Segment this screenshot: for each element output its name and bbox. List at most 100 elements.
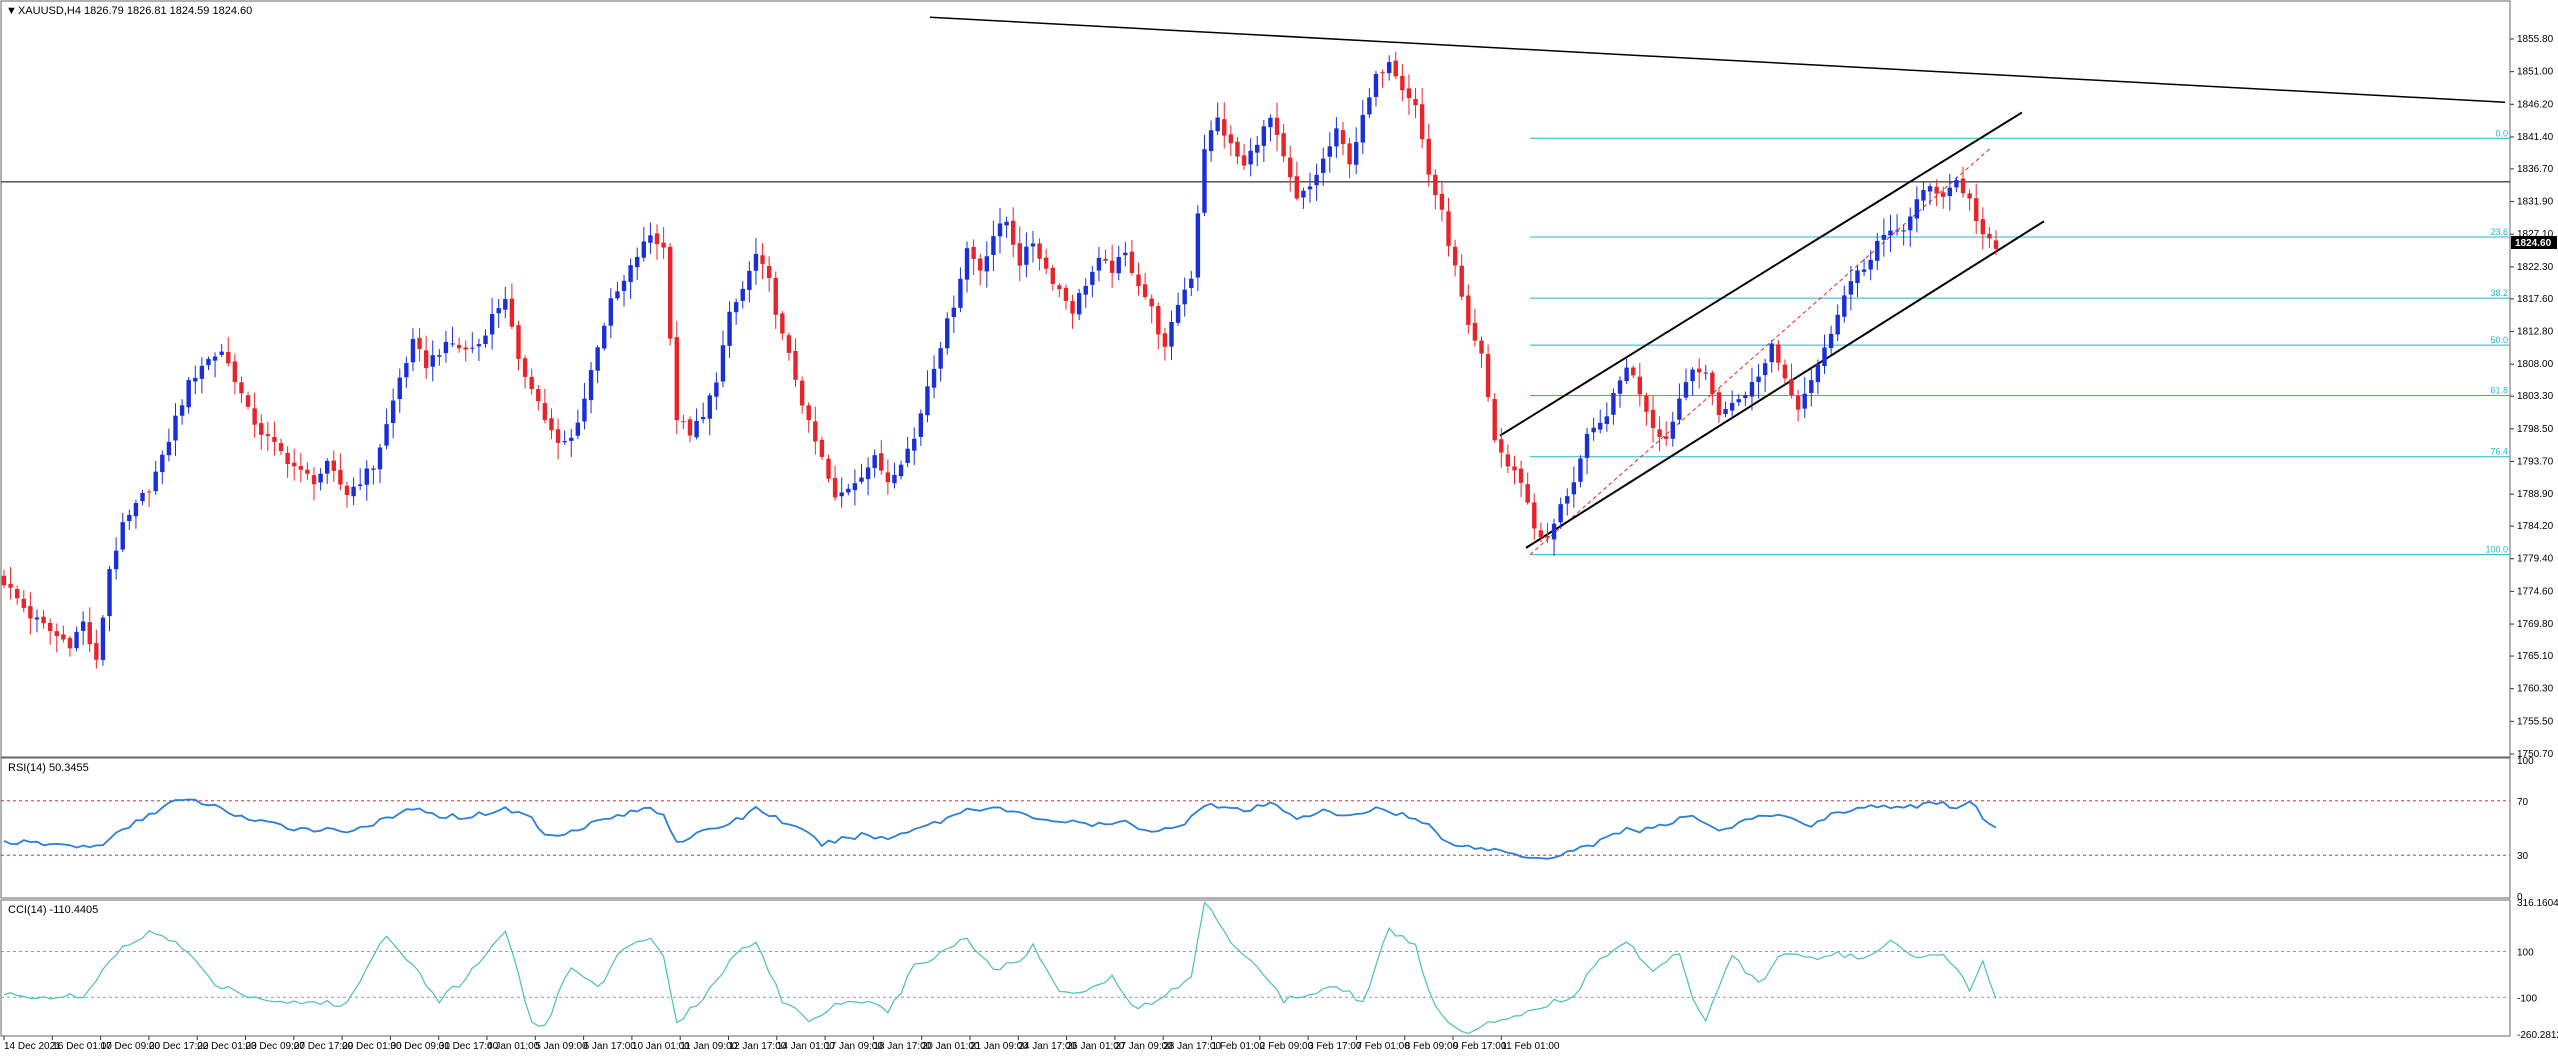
candle-body (1822, 347, 1827, 367)
candle-body (8, 583, 13, 588)
y-tick-label: 1808.00 (2517, 359, 2554, 370)
x-tick-label: 29 Dec 01:00 (342, 1041, 402, 1052)
candle-body (945, 318, 950, 349)
rsi-axis-label: 30 (2517, 851, 2529, 862)
candle-body (1043, 257, 1049, 269)
candle-body (753, 254, 759, 271)
candle (595, 345, 600, 384)
candle-body (1116, 257, 1121, 274)
candle-body (786, 335, 792, 353)
candle-body (885, 472, 891, 483)
candle-body (1070, 300, 1075, 314)
candle-body (694, 420, 699, 438)
chart-menu-icon[interactable]: ▼ (6, 5, 17, 17)
candle-body (219, 351, 224, 355)
candle (582, 382, 587, 430)
x-tick-label: 22 Dec 01:00 (197, 1041, 257, 1052)
candle (1743, 391, 1748, 407)
candle (1136, 262, 1141, 296)
candle-body (536, 389, 541, 402)
candle (1710, 370, 1715, 405)
candle (536, 384, 541, 411)
candle-body (47, 622, 53, 632)
candle (390, 388, 396, 439)
candle (984, 241, 990, 288)
candle (1321, 147, 1326, 186)
candle-body (1169, 322, 1174, 347)
candle-body (1301, 190, 1306, 198)
candle (1558, 497, 1563, 529)
candle (628, 258, 633, 299)
candle-body (925, 386, 930, 416)
candle (839, 477, 844, 508)
candle (100, 615, 106, 666)
candle (1696, 358, 1702, 389)
candle-body (1598, 422, 1603, 430)
candle (318, 468, 323, 491)
candle (1294, 161, 1300, 201)
candle (832, 465, 838, 501)
candle-body (1235, 141, 1240, 157)
candle-body (1294, 176, 1300, 199)
x-tick-label: 23 Dec 09:00 (246, 1041, 306, 1052)
candle-body (107, 569, 112, 617)
candle (1235, 137, 1240, 165)
candle (67, 635, 73, 657)
candle-body (1373, 73, 1379, 97)
candle (384, 408, 389, 450)
candle (1861, 258, 1867, 276)
candle-body (1327, 146, 1333, 157)
candle-body (569, 437, 574, 441)
candle-body (14, 589, 20, 599)
y-tick-label: 1803.30 (2517, 391, 2554, 402)
candle-body (1386, 62, 1392, 74)
candle-body (555, 429, 561, 443)
candle (1314, 163, 1319, 202)
candle (1222, 102, 1227, 149)
candle-body (648, 235, 653, 243)
candle-body (898, 464, 904, 477)
candle (1037, 238, 1042, 271)
candle-body (1321, 158, 1326, 173)
candle-body (489, 314, 495, 335)
candle (1598, 409, 1603, 434)
candle (41, 609, 46, 629)
candle-body (1353, 142, 1359, 165)
candle (311, 467, 317, 501)
candle-body (1413, 98, 1418, 106)
candle-body (1703, 372, 1708, 374)
candle (1716, 387, 1722, 423)
candle (971, 239, 976, 276)
candle-body (1914, 199, 1920, 219)
candle-body (1927, 186, 1933, 192)
candle-body (318, 473, 323, 483)
y-tick-label: 1788.90 (2517, 489, 2554, 500)
x-tick-label: 9 Feb 17:00 (1453, 1041, 1507, 1052)
candle-body (1518, 468, 1524, 483)
candle (94, 629, 99, 669)
candle (325, 458, 330, 484)
candle (1657, 416, 1662, 452)
candle (1993, 230, 1999, 255)
candle (1532, 493, 1537, 540)
candle (1142, 272, 1148, 300)
candle-body (1037, 243, 1042, 259)
candle-body (1894, 230, 1900, 232)
candle-body (1459, 265, 1464, 297)
candle-body (1842, 295, 1847, 317)
candle (1894, 214, 1900, 236)
candle-body (951, 307, 957, 317)
candle (1380, 69, 1385, 88)
candle (1406, 74, 1412, 115)
cci-axis-label: 100 (2517, 947, 2534, 958)
candle-body (503, 299, 508, 310)
candle (1400, 64, 1405, 102)
candle-body (28, 606, 33, 619)
candle (1815, 359, 1821, 395)
candle-body (1789, 378, 1794, 396)
candle-body (1182, 289, 1187, 305)
candle (773, 271, 778, 329)
x-tick-label: 6 Jan 17:00 (584, 1041, 637, 1052)
candle (978, 254, 983, 286)
candle (1334, 117, 1339, 158)
